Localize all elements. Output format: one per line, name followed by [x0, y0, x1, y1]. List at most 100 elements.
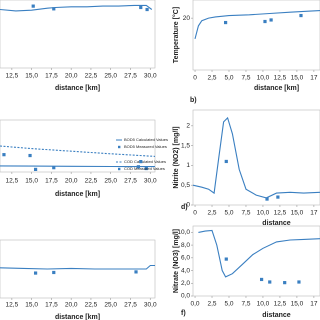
data-line	[0, 145, 156, 157]
y-axis-label: Nitrite (NO2) [mg/l]	[173, 126, 180, 188]
x-axis-label: distance [km]	[55, 85, 100, 92]
legend-swatch	[118, 145, 121, 149]
data-point	[52, 270, 56, 275]
x-tick-label: 10,0	[257, 210, 270, 217]
data-point	[299, 13, 303, 18]
plot-frame	[192, 0, 320, 71]
legend-label: BOD5 Measured Values	[124, 144, 167, 149]
x-tick-label: 0,0	[191, 301, 200, 308]
data-point	[297, 280, 301, 284]
x-tick-label: 22,5	[85, 73, 98, 80]
data-line	[0, 264, 155, 270]
x-tick-label: 20,0	[65, 302, 78, 309]
data-point	[283, 281, 287, 285]
x-tick-label: 17	[310, 301, 318, 308]
x-tick-label: 5,0	[224, 210, 233, 217]
panel-label: f)	[181, 310, 186, 317]
x-tick-label: 17	[310, 75, 318, 82]
y-tick-label: 2	[186, 123, 190, 130]
y-tick-label: 20	[183, 15, 191, 22]
data-point	[224, 257, 228, 261]
x-tick-label: 12,5	[6, 302, 19, 309]
data-point	[139, 160, 143, 164]
x-tick-label: 2,5	[207, 210, 216, 217]
plot-frame	[192, 225, 320, 297]
x-tick-label: 0	[193, 210, 197, 217]
x-axis-label: distance [km]	[55, 314, 100, 320]
y-tick-label: 1,5	[181, 142, 190, 149]
data-point	[2, 153, 6, 157]
data-line	[0, 4, 153, 12]
x-tick-label: 20,0	[65, 178, 78, 185]
x-axis-label: distance [km]	[55, 191, 100, 198]
data-point	[265, 197, 269, 201]
legend-swatch	[118, 167, 121, 171]
x-tick-label: 15,0	[291, 75, 304, 82]
x-tick-label: 10,0	[257, 75, 270, 82]
data-point	[31, 4, 35, 8]
data-line	[0, 165, 156, 168]
data-point	[33, 271, 38, 275]
x-tick-label: 7,5	[241, 301, 250, 308]
x-tick-label: 22,5	[85, 178, 98, 185]
data-point	[144, 166, 148, 171]
plot-frame	[0, 239, 156, 299]
data-point	[33, 167, 38, 171]
data-line	[192, 116, 320, 199]
y-tick-label: 0	[186, 202, 190, 209]
plot-frame	[0, 0, 156, 69]
x-tick-label: 30,0	[144, 73, 157, 80]
x-tick-label: 12,5	[274, 75, 287, 82]
x-tick-label: 2,5	[207, 75, 216, 82]
x-tick-label: 5,0	[224, 301, 233, 308]
panel-label: d)	[181, 204, 188, 211]
x-tick-label: 30,0	[144, 302, 157, 309]
legend-label: COD Calculated Values	[124, 159, 166, 164]
x-tick-label: 12,5	[6, 178, 19, 185]
y-axis-label: Temperature [°C]	[172, 7, 180, 63]
x-tick-label: 0	[193, 75, 197, 82]
panel-label: b)	[190, 97, 197, 104]
y-tick-label: 4,0	[181, 267, 190, 274]
x-tick-label: 27,5	[124, 302, 137, 309]
x-tick-label: 15,0	[25, 302, 38, 309]
data-point	[139, 5, 143, 10]
y-axis-label: Nitrate (NO3) [mg/l]	[173, 229, 180, 293]
x-axis-label: distance [km]	[254, 85, 299, 92]
x-tick-label: 12,5	[6, 73, 19, 80]
y-tick-label: 10,0	[177, 229, 190, 236]
x-tick-label: 22,5	[85, 302, 98, 309]
x-tick-label: 17,5	[45, 302, 58, 309]
y-tick-label: 8,0	[181, 242, 190, 249]
data-point	[134, 270, 138, 274]
x-tick-label: 10,0	[257, 301, 270, 308]
x-tick-label: 25,0	[104, 73, 117, 80]
y-tick-label: 0,0	[181, 293, 190, 300]
x-tick-label: 12,5	[274, 210, 287, 217]
plot-frame	[0, 119, 156, 173]
data-point	[52, 166, 56, 170]
legend-label: COD Measured Values	[124, 166, 165, 171]
data-point	[269, 18, 273, 22]
data-point	[259, 277, 264, 282]
x-axis-label: distance	[262, 312, 291, 319]
data-point	[136, 165, 140, 169]
y-tick-label: 2,0	[181, 280, 190, 287]
data-point	[268, 280, 272, 284]
data-point	[145, 7, 149, 12]
y-tick-label: 0,5	[181, 182, 190, 189]
x-tick-label: 25,0	[104, 178, 117, 185]
x-tick-label: 15,0	[291, 210, 304, 217]
x-tick-label: 25,0	[104, 302, 117, 309]
data-point	[28, 153, 32, 158]
x-tick-label: 27,5	[124, 178, 137, 185]
x-tick-label: 30,0	[144, 178, 157, 185]
y-tick-label: 1	[186, 162, 190, 169]
x-tick-label: 17	[310, 210, 318, 217]
x-tick-label: 12,5	[274, 301, 287, 308]
x-tick-label: 15,0	[25, 73, 38, 80]
data-point	[52, 7, 56, 11]
x-tick-label: 7,5	[241, 210, 250, 217]
x-tick-label: 5,0	[224, 75, 233, 82]
